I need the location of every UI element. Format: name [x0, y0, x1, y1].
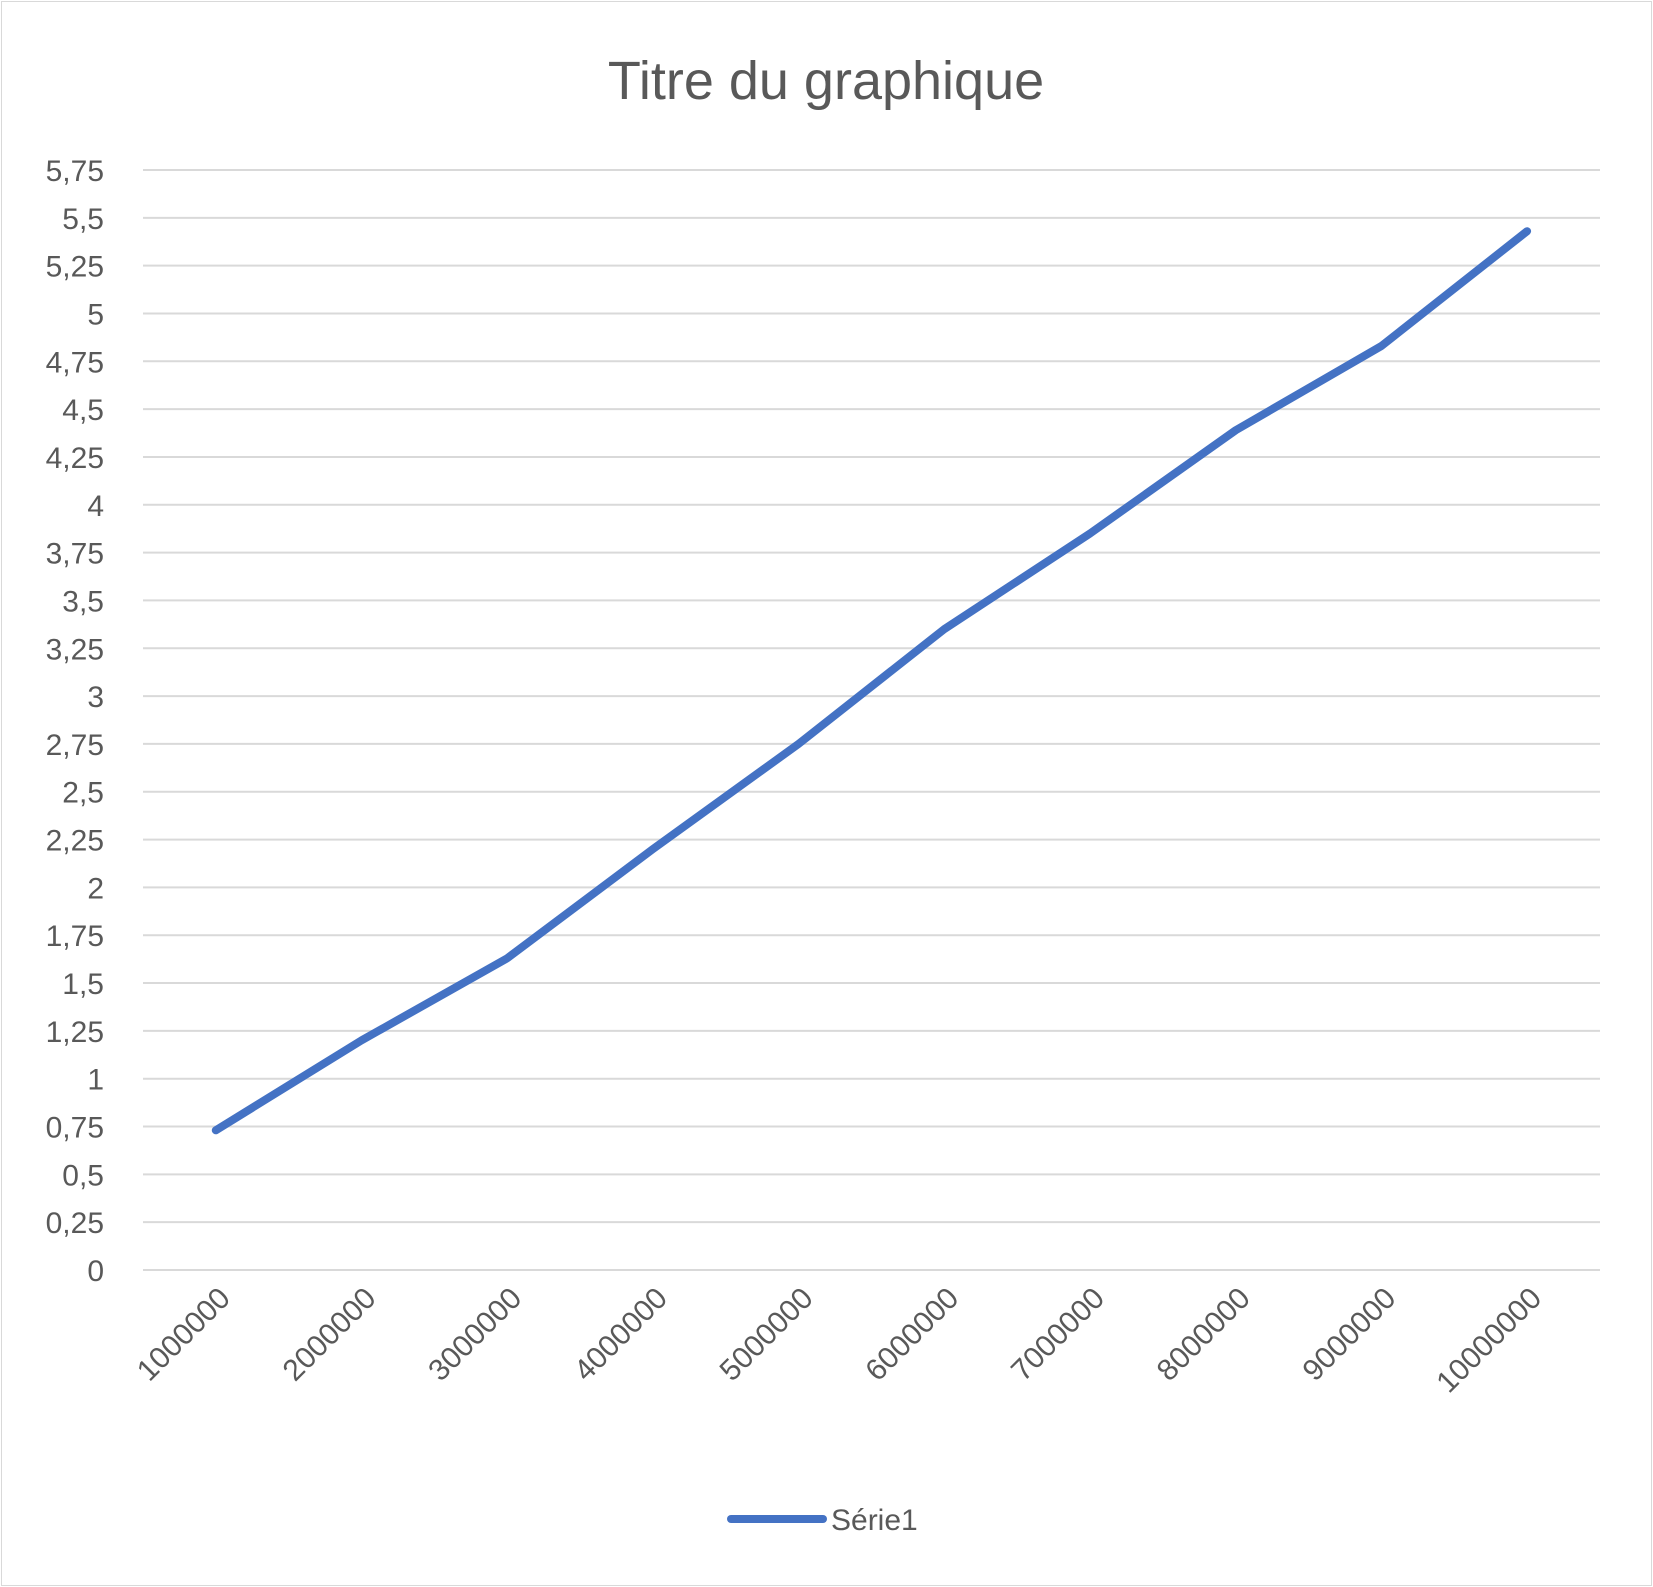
- x-tick-label: 6000000: [859, 1282, 965, 1388]
- legend-label-serie1: Série1: [831, 1504, 918, 1537]
- y-axis-ticks: 0 0,25 0,5 0,75 1 1,25 1,5 1,75 2 2,25 2,5 2,75 3 3,2…: [46, 155, 104, 1288]
- gridlines: [143, 169, 1600, 1271]
- y-tick-label: 5,25: [46, 251, 104, 284]
- y-tick-label: 0,75: [46, 1112, 104, 1145]
- y-tick-label: 2,25: [46, 825, 104, 858]
- y-tick-label: 3: [87, 681, 104, 714]
- x-tick-label: 9000000: [1296, 1282, 1402, 1388]
- y-tick-label: 0,25: [46, 1207, 104, 1240]
- y-tick-label: 2,75: [46, 729, 104, 762]
- series-line-serie1: [211, 227, 1532, 1135]
- x-tick-label: 7000000: [1005, 1282, 1111, 1388]
- y-tick-label: 3,75: [46, 538, 104, 571]
- y-tick-label: 4,75: [46, 346, 104, 379]
- y-tick-label: 4,5: [62, 394, 104, 427]
- x-axis-ticks: 1000000 2000000 3000000 4000000 5000000 60000…: [131, 1282, 1548, 1400]
- y-tick-label: 1,25: [46, 1016, 104, 1049]
- y-tick-label: 1,75: [46, 920, 104, 953]
- y-tick-label: 5,75: [46, 155, 104, 188]
- y-tick-label: 3,5: [62, 585, 104, 618]
- y-tick-label: 2: [87, 872, 104, 905]
- x-tick-label: 3000000: [422, 1282, 528, 1388]
- chart-title: Titre du graphique: [608, 51, 1044, 111]
- y-tick-label: 5,5: [62, 203, 104, 236]
- y-tick-label: 1: [87, 1064, 104, 1097]
- x-tick-label: 8000000: [1151, 1282, 1257, 1388]
- y-tick-label: 4,25: [46, 442, 104, 475]
- y-tick-label: 5: [87, 298, 104, 331]
- x-tick-label: 10000000: [1430, 1282, 1548, 1400]
- y-tick-label: 2,5: [62, 777, 104, 810]
- y-tick-label: 1,5: [62, 968, 104, 1001]
- y-tick-label: 0,5: [62, 1159, 104, 1192]
- series-layer: [211, 227, 1532, 1135]
- legend: Série1: [727, 1504, 918, 1537]
- x-tick-label: 5000000: [714, 1282, 820, 1388]
- y-tick-label: 3,25: [46, 633, 104, 666]
- x-tick-label: 2000000: [277, 1282, 383, 1388]
- y-tick-label: 4: [87, 490, 104, 523]
- x-tick-label: 4000000: [568, 1282, 674, 1388]
- x-tick-label: 1000000: [131, 1282, 237, 1388]
- y-tick-label: 0: [87, 1255, 104, 1288]
